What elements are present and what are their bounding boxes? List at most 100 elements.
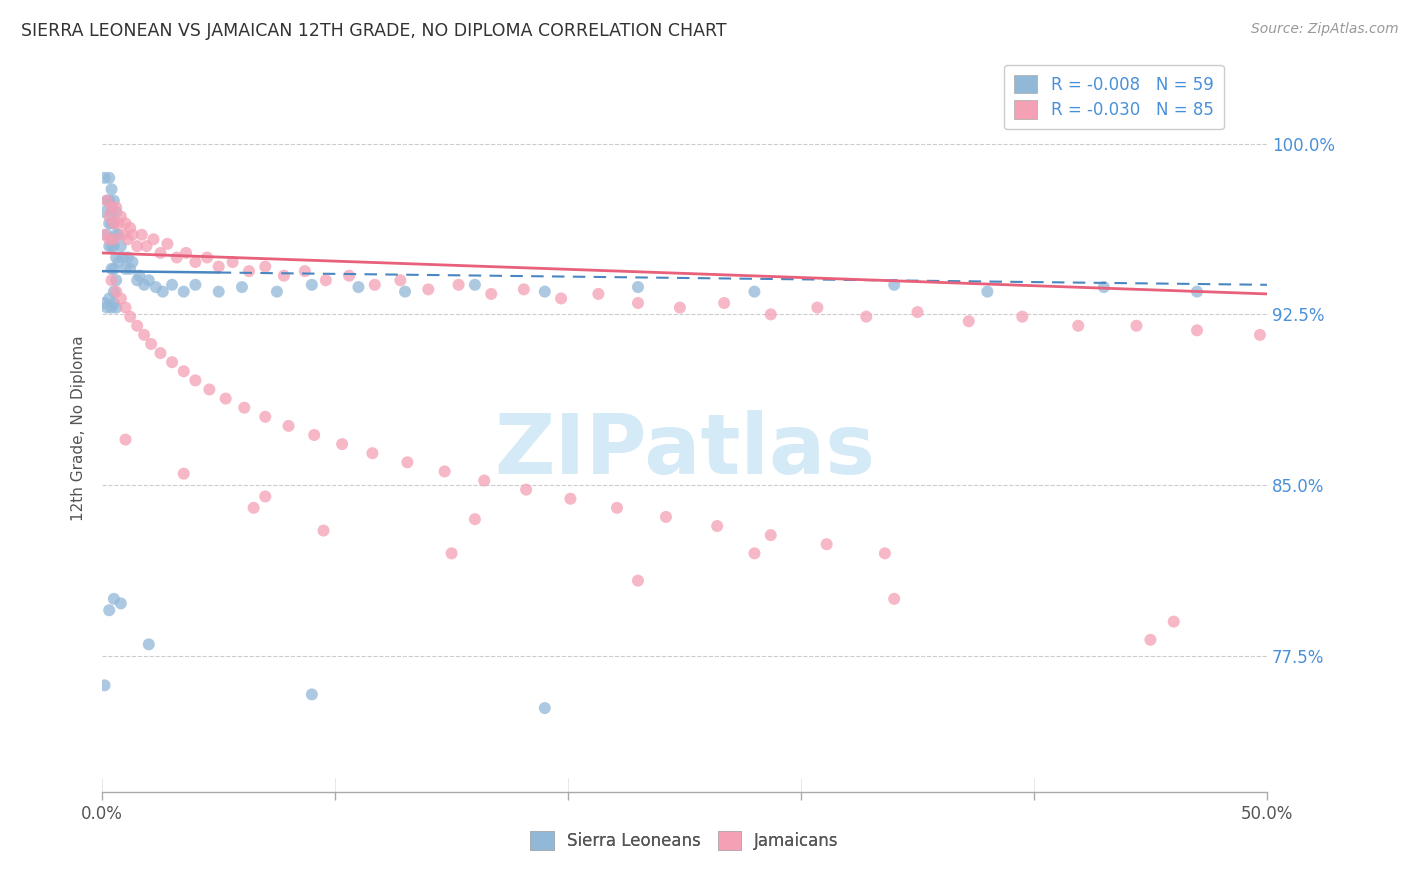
Point: [127, 239, 149, 253]
Point: [447, 277, 470, 292]
Point: [198, 383, 221, 397]
Point: [173, 285, 195, 299]
Point: [105, 301, 128, 315]
Point: [100, 301, 122, 315]
Point: [759, 307, 782, 321]
Point: [883, 591, 905, 606]
Point: [93, 205, 115, 219]
Point: [121, 255, 143, 269]
Point: [120, 261, 142, 276]
Point: [103, 216, 125, 230]
Point: [606, 500, 628, 515]
Point: [396, 455, 419, 469]
Point: [301, 688, 323, 702]
Point: [273, 268, 295, 283]
Point: [160, 277, 183, 292]
Point: [105, 251, 128, 265]
Point: [855, 310, 877, 324]
Point: [873, 546, 896, 560]
Point: [464, 512, 486, 526]
Point: [96, 194, 118, 208]
Point: [96, 227, 118, 242]
Point: [103, 239, 125, 253]
Point: [110, 210, 132, 224]
Point: [184, 255, 207, 269]
Point: [96, 301, 118, 315]
Point: [138, 637, 160, 651]
Legend: Sierra Leoneans, Jamaicans: Sierra Leoneans, Jamaicans: [524, 825, 845, 857]
Point: [128, 268, 150, 283]
Point: [100, 216, 122, 230]
Point: [166, 251, 188, 265]
Point: [120, 221, 142, 235]
Point: [107, 216, 129, 230]
Point: [103, 232, 125, 246]
Point: [1092, 280, 1115, 294]
Point: [105, 201, 128, 215]
Point: [231, 280, 253, 294]
Point: [93, 296, 115, 310]
Point: [174, 246, 197, 260]
Point: [173, 364, 195, 378]
Point: [233, 401, 256, 415]
Point: [152, 285, 174, 299]
Point: [1011, 310, 1033, 324]
Point: [114, 261, 136, 276]
Point: [1125, 318, 1147, 333]
Point: [117, 251, 139, 265]
Point: [195, 251, 218, 265]
Point: [134, 277, 156, 292]
Point: [433, 464, 456, 478]
Point: [302, 428, 325, 442]
Point: [112, 227, 135, 242]
Point: [100, 261, 122, 276]
Point: [315, 273, 337, 287]
Text: ZIPatlas: ZIPatlas: [494, 409, 875, 491]
Point: [149, 346, 172, 360]
Point: [533, 701, 555, 715]
Point: [98, 170, 121, 185]
Point: [238, 264, 260, 278]
Point: [1185, 285, 1208, 299]
Point: [184, 373, 207, 387]
Point: [105, 205, 128, 219]
Point: [550, 292, 572, 306]
Text: SIERRA LEONEAN VS JAMAICAN 12TH GRADE, NO DIPLOMA CORRELATION CHART: SIERRA LEONEAN VS JAMAICAN 12TH GRADE, N…: [21, 22, 727, 40]
Point: [93, 678, 115, 692]
Point: [98, 239, 121, 253]
Point: [1139, 632, 1161, 647]
Point: [110, 596, 132, 610]
Point: [103, 194, 125, 208]
Point: [103, 261, 125, 276]
Point: [184, 277, 207, 292]
Point: [120, 310, 142, 324]
Point: [337, 268, 360, 283]
Point: [815, 537, 838, 551]
Point: [117, 232, 139, 246]
Point: [107, 255, 129, 269]
Point: [100, 201, 122, 215]
Point: [254, 490, 277, 504]
Point: [103, 591, 125, 606]
Point: [957, 314, 980, 328]
Point: [134, 327, 156, 342]
Point: [98, 232, 121, 246]
Point: [479, 286, 502, 301]
Point: [160, 355, 183, 369]
Point: [907, 305, 929, 319]
Point: [418, 282, 440, 296]
Point: [107, 227, 129, 242]
Point: [149, 246, 172, 260]
Point: [139, 337, 162, 351]
Point: [330, 437, 353, 451]
Point: [515, 483, 537, 497]
Point: [208, 285, 231, 299]
Point: [98, 194, 121, 208]
Point: [114, 433, 136, 447]
Point: [266, 285, 288, 299]
Point: [142, 232, 165, 246]
Point: [976, 285, 998, 299]
Point: [96, 194, 118, 208]
Point: [114, 216, 136, 230]
Text: Source: ZipAtlas.com: Source: ZipAtlas.com: [1251, 22, 1399, 37]
